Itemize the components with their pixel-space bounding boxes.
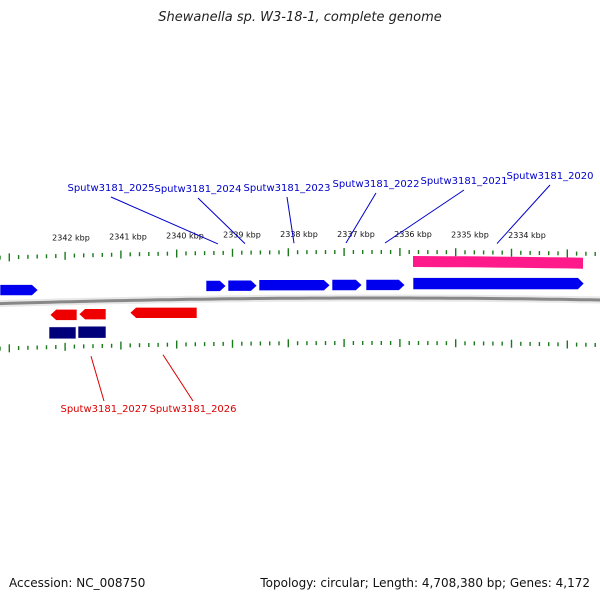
reverse-gene-label[interactable]: Sputw3181_2026 (149, 404, 236, 415)
forward-gene-label[interactable]: Sputw3181_2023 (243, 183, 330, 194)
accession-label: Accession: NC_008750 (9, 576, 146, 590)
gene-label-leader (286, 196, 295, 244)
forward-gene-arrow[interactable] (331, 279, 363, 291)
reverse-region-block[interactable] (48, 326, 77, 340)
gene-label-leader (110, 196, 219, 245)
gene-label-leader (197, 197, 246, 245)
kbp-label: 2339 kbp (223, 231, 261, 240)
forward-gene-arrow[interactable] (412, 277, 585, 290)
kbp-label: 2342 kbp (52, 234, 90, 243)
forward-gene-label[interactable]: Sputw3181_2022 (332, 179, 419, 190)
kbp-label: 2334 kbp (508, 231, 546, 240)
forward-gene-arrow[interactable] (365, 279, 406, 291)
reverse-gene-arrow[interactable] (49, 309, 78, 321)
gene-label-leader (496, 184, 551, 244)
gene-label-leader (90, 356, 105, 402)
kbp-label: 2340 kbp (166, 231, 204, 240)
forward-gene-label[interactable]: Sputw3181_2021 (420, 176, 507, 187)
pink-region-band[interactable] (413, 256, 583, 269)
forward-gene-label[interactable]: Sputw3181_2024 (154, 184, 241, 195)
kbp-label: 2336 kbp (394, 230, 432, 239)
kbp-label: 2337 kbp (337, 230, 375, 239)
topology-label: Topology: circular; Length: 4,708,380 bp… (260, 576, 590, 590)
genome-title: Shewanella sp. W3-18-1, complete genome (158, 10, 442, 25)
kbp-label: 2341 kbp (109, 232, 147, 241)
forward-gene-label[interactable]: Sputw3181_2020 (506, 171, 593, 182)
reverse-gene-arrow[interactable] (129, 306, 198, 319)
reverse-region-block[interactable] (77, 325, 107, 339)
forward-gene-label[interactable]: Sputw3181_2025 (67, 183, 154, 194)
reverse-gene-label[interactable]: Sputw3181_2027 (60, 404, 147, 415)
gene-label-leader (345, 192, 377, 244)
gene-label-leader (384, 189, 465, 244)
reverse-gene-arrow[interactable] (78, 308, 107, 320)
forward-gene-arrow[interactable] (205, 280, 227, 292)
backbone-line (0, 296, 600, 306)
forward-gene-arrow[interactable] (258, 279, 331, 292)
forward-gene-arrow[interactable] (227, 279, 258, 292)
forward-gene-arrow[interactable] (0, 284, 39, 296)
kbp-label: 2338 kbp (280, 230, 318, 239)
gene-label-leader (162, 354, 194, 402)
kbp-label: 2335 kbp (451, 230, 489, 239)
